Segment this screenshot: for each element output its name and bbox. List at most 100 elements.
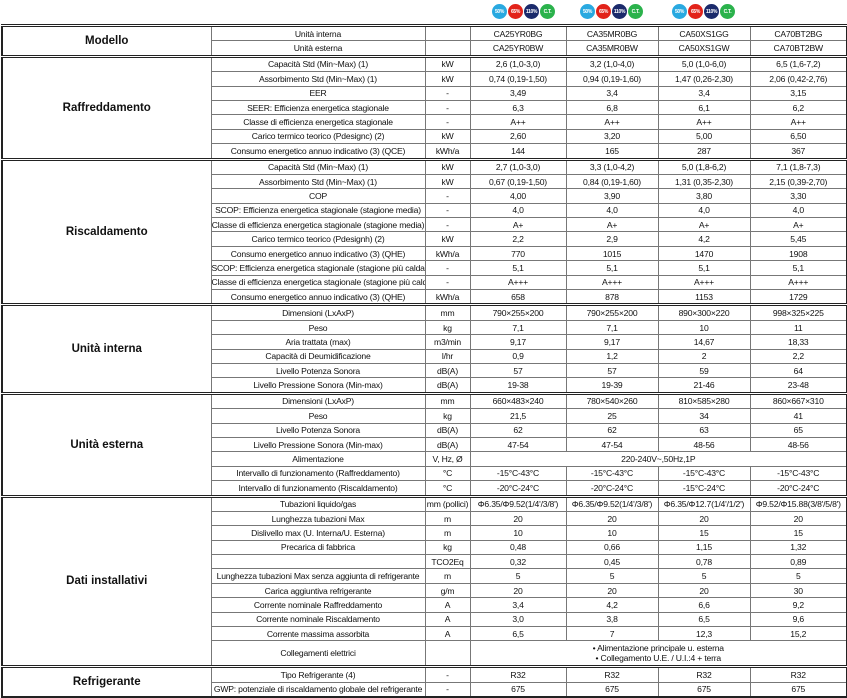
value-cell: 287 (657, 143, 751, 160)
value-cell: 20 (565, 582, 659, 599)
value-cell: A+ (657, 217, 751, 233)
value-cell: 3,4 (469, 597, 567, 613)
row-label: Lunghezza tubazioni Max senza aggiunta d… (210, 568, 426, 584)
value-cell: 18,33 (749, 334, 847, 350)
section-heading: Raffreddamento (1, 54, 212, 160)
section-heading: Unità interna (1, 303, 212, 394)
value-cell: 15 (749, 525, 847, 541)
value-cell: 5 (657, 568, 751, 584)
value-cell: 20 (657, 510, 751, 527)
value-cell: A++ (749, 114, 847, 130)
value-cell: A+ (469, 217, 567, 233)
unit-cell: kW (424, 231, 471, 247)
value-cell: CA35MR0BG (565, 23, 659, 42)
row-label: Corrente massima assorbita (210, 626, 426, 642)
row-label: Intervallo di funzionamento (Raffreddame… (210, 465, 426, 482)
table-row: Consumo energetico annuo indicativo (3) … (2, 245, 847, 262)
row-label: SCOP: Efficienza energetica stagionale (… (210, 260, 426, 276)
efficiency-badge: 110% (612, 4, 627, 19)
spec-table: Modello Unità interna CA25YR0BG CA35MR0BG CA… (1, 23, 847, 698)
value-cell: 6,5 (469, 626, 567, 642)
table-row: Precarica di fabbrica kg 0,48 0,66 1,15 1,32 (2, 539, 847, 556)
row-label: Dimensioni (LxAxP) (210, 303, 426, 321)
table-row: Livello Potenza Sonora dB(A) 57 57 59 64 (2, 362, 847, 379)
unit-cell: dB(A) (424, 436, 471, 453)
unit-cell: m3/min (424, 334, 471, 350)
value-cell: 2,7 (1,0-3,0) (469, 157, 567, 175)
unit-cell: dB(A) (424, 422, 471, 438)
value-cell: 5,1 (469, 260, 567, 276)
row-label: Consumo energetico annuo indicativo (3) … (210, 143, 426, 160)
unit-cell: kWh/a (424, 289, 471, 306)
unit-cell: mm (424, 391, 471, 410)
row-label: Livello Potenza Sonora (210, 422, 426, 438)
unit-cell: - (424, 188, 471, 204)
table-row: Collegamenti elettrici • Alimentazione pr… (2, 640, 847, 668)
value-cell: 7,1 (1,8-7,3) (749, 157, 847, 175)
value-cell: 10 (469, 525, 567, 541)
value-cell: A+++ (749, 274, 847, 291)
row-label: Tubazioni liquido/gas (210, 494, 426, 512)
value-cell: CA35MR0BW (565, 40, 659, 57)
unit-cell: - (424, 217, 471, 233)
value-cell: 10 (657, 319, 751, 336)
value-cell: 34 (657, 408, 751, 424)
section-heading: Refrigerante (1, 665, 212, 698)
table-row: Classe di efficienza energetica stagiona… (2, 274, 847, 291)
table-row: Carica aggiuntiva refrigerante g/m 20 20 20 3… (2, 582, 847, 599)
value-cell: 4,0 (565, 202, 659, 219)
value-cell: 20 (469, 582, 567, 599)
unit-cell (424, 23, 471, 42)
value-cell: 0,9 (469, 348, 567, 364)
value-cell: 3,20 (565, 128, 659, 145)
value-cell: CA25YR0BG (469, 23, 567, 42)
row-label: Carico termico teorico (Pdesignc) (2) (210, 128, 426, 145)
row-label: Livello Pressione Sonora (Min-max) (210, 436, 426, 453)
table-row: Riscaldamento Capacità Std (Min~Max) (1) k… (1, 157, 847, 306)
value-cell: -15°C-43°C (469, 465, 567, 482)
row-label: Carica aggiuntiva refrigerante (210, 582, 426, 599)
unit-cell: - (424, 114, 471, 130)
value-cell: 65 (749, 422, 847, 438)
value-cell: 57 (565, 362, 659, 379)
value-cell: 20 (657, 582, 751, 599)
value-cell: 15 (657, 525, 751, 541)
value-cell: 3,4 (657, 85, 751, 101)
value-cell: A++ (657, 114, 751, 130)
value-cell: A+++ (469, 274, 567, 291)
value-cell: 6,8 (565, 99, 659, 116)
value-cell: 3,2 (1,0-4,0) (565, 54, 659, 73)
value-cell: 5,0 (1,8-6,2) (657, 157, 751, 175)
value-cell: 48-56 (657, 436, 751, 453)
value-cell: 5,1 (657, 260, 751, 276)
value-cell: 63 (657, 422, 751, 438)
value-cell: R32 (657, 665, 751, 683)
unit-cell: - (424, 681, 471, 698)
value-cell: 9,17 (469, 334, 567, 350)
value-cell: 0,66 (565, 539, 659, 556)
value-cell: 998×325×225 (749, 303, 847, 321)
value-cell: 660×483×240 (469, 391, 567, 410)
value-cell: 0,45 (565, 554, 659, 570)
table-row: Lunghezza tubazioni Max senza aggiunta d… (2, 568, 847, 584)
value-cell: R32 (469, 665, 567, 683)
row-label: Assorbimento Std (Min~Max) (1) (210, 173, 426, 190)
unit-cell: mm (424, 303, 471, 321)
section-heading: Dati installativi (1, 494, 212, 668)
value-cell: 0,67 (0,19-1,50) (469, 173, 567, 190)
row-label: SEER: Efficienza energetica stagionale (210, 99, 426, 116)
value-cell: 4,2 (565, 597, 659, 613)
value-cell: 6,50 (749, 128, 847, 145)
row-label: Assorbimento Std (Min~Max) (1) (210, 71, 426, 87)
table-row: Unità esterna Dimensioni (LxAxP) mm 660×483… (1, 391, 847, 497)
value-cell: 5,1 (749, 260, 847, 276)
value-cell: 675 (657, 681, 751, 698)
unit-cell: kW (424, 173, 471, 190)
value-cell: 1,2 (565, 348, 659, 364)
value-cell: 0,84 (0,19-1,60) (565, 173, 659, 190)
unit-cell: °C (424, 465, 471, 482)
value-cell: A+++ (565, 274, 659, 291)
value-cell: 3,0 (469, 611, 567, 628)
efficiency-badge: 65% (508, 4, 523, 19)
value-cell: 6,3 (469, 99, 567, 116)
